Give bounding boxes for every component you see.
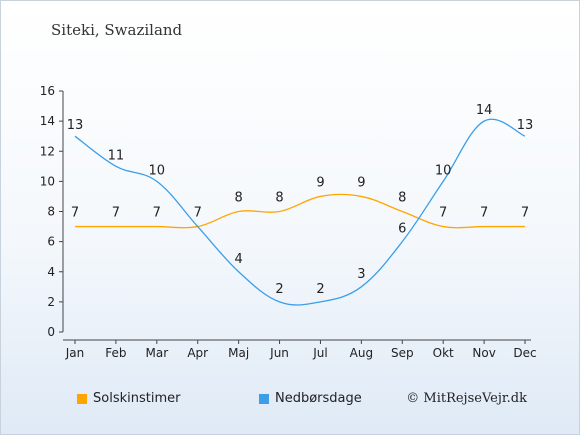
data-label-sunshine: 7 [521,206,529,221]
legend-swatch-sunshine [77,393,87,404]
data-label-rain-days: 11 [108,148,125,163]
data-label-sunshine: 9 [316,175,324,190]
legend-item-sunshine: Solskinstimer [77,391,180,406]
y-tick-label: 4 [47,265,55,279]
data-label-rain-days: 10 [149,163,166,178]
x-tick-label: Okt [433,346,454,360]
data-label-rain-days: 2 [316,282,324,297]
x-tick-label: Apr [187,346,208,360]
legend-label-rain-days: Nedbørsdage [275,391,362,406]
y-tick-label: 8 [47,205,55,219]
data-label-sunshine: 7 [439,206,447,221]
x-tick-label: Maj [228,346,249,360]
data-label-sunshine: 7 [153,206,161,221]
chart-series [74,118,526,306]
data-label-sunshine: 7 [480,206,488,221]
data-label-sunshine: 7 [112,206,120,221]
page-title: Siteki, Swaziland [51,21,183,39]
x-tick-label: Jun [269,346,289,360]
data-label-rain-days: 13 [517,118,534,133]
data-label-rain-days: 2 [275,282,283,297]
series-line-sunshine [75,193,525,229]
data-label-sunshine: 8 [275,191,283,206]
y-tick-label: 6 [47,235,55,249]
data-label-rain-days: 13 [67,118,84,133]
data-label-rain-days: 3 [357,267,365,282]
data-label-sunshine: 9 [357,175,365,190]
chart-data-labels: 7 7 7 7 8 8 9 9 8 7 7 7 13 11 10 4 2 2 3 6 10 14 13 [67,103,534,297]
legend-swatch-rain-days [259,393,269,404]
y-tick-label: 12 [40,144,55,158]
y-tick-label: 16 [40,84,55,98]
y-tick-label: 10 [40,174,55,188]
legend-label-sunshine: Solskinstimer [93,391,181,406]
x-tick-label: Dec [513,346,536,360]
x-tick-label: Aug [350,346,373,360]
data-label-sunshine: 8 [398,191,406,206]
x-tick-label: Feb [105,346,126,360]
y-tick-label: 0 [47,325,55,339]
data-label-rain-days: 4 [234,252,242,267]
x-tick-label: Jul [312,346,327,360]
y-tick-label: 14 [40,114,55,128]
data-label-rain-days: 6 [398,222,406,237]
y-tick-label: 2 [47,295,55,309]
series-line-rain-days [74,118,526,306]
x-tick-label: Jan [65,346,85,360]
x-tick-label: Mar [145,346,168,360]
chart-axes: 0 2 4 6 8 10 12 14 16 Jan Feb Mar Apr Maj Jun Jul Aug Sep… [40,84,537,360]
data-label-sunshine: 7 [194,206,202,221]
x-tick-label: Nov [472,346,495,360]
data-label-rain-days: 14 [476,103,493,118]
site-credit: © MitRejseVejr.dk [406,391,527,406]
x-tick-label: Sep [391,346,414,360]
legend-item-rain-days: Nedbørsdage [259,391,362,406]
data-label-sunshine: 8 [234,191,242,206]
data-label-sunshine: 7 [71,206,79,221]
data-label-rain-days: 10 [435,163,452,178]
